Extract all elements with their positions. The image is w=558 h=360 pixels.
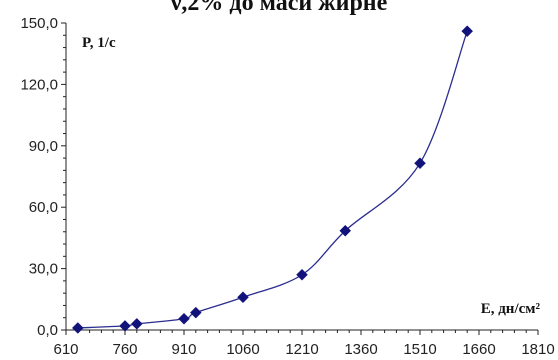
header-fragment: ν,2% до маси жирне: [170, 0, 388, 16]
y-axis-title: P, 1/с: [82, 35, 116, 51]
data-point: [237, 291, 249, 304]
data-point: [130, 318, 143, 330]
x-axis-title: E, дн/см²: [481, 301, 541, 317]
data-point: [461, 25, 474, 38]
data-point: [178, 312, 190, 325]
x-tick-label: 1060: [226, 341, 259, 358]
x-tick-label: 760: [112, 341, 137, 358]
data-point: [119, 320, 131, 332]
data-point: [414, 157, 426, 170]
y-tick-label: 30,0: [29, 261, 58, 278]
x-tick-label: 1810: [521, 341, 554, 358]
x-tick-label: 1210: [285, 341, 318, 358]
x-tick-label: 1510: [403, 341, 436, 358]
y-tick-label: 0,0: [37, 322, 58, 339]
data-point: [71, 322, 84, 334]
x-tick-label: 910: [171, 341, 196, 358]
x-tick-label: 610: [53, 341, 78, 358]
y-tick-label: 120,0: [20, 76, 58, 93]
data-point: [296, 268, 308, 281]
tick-labels: 0,0 30,0 60,0 90,0 120,0 150,0 610 760 910 1060 12…: [20, 15, 554, 358]
x-tick-label: 1360: [344, 341, 377, 358]
y-tick-label: 150,0: [20, 15, 58, 32]
y-tick-label: 60,0: [29, 199, 58, 216]
axes: [61, 22, 539, 335]
data-point: [339, 224, 352, 237]
data-point: [189, 306, 202, 319]
series-markers: [71, 25, 474, 334]
x-tick-label: 1660: [462, 341, 495, 358]
series-line: [77, 30, 468, 329]
y-tick-label: 90,0: [29, 138, 58, 155]
